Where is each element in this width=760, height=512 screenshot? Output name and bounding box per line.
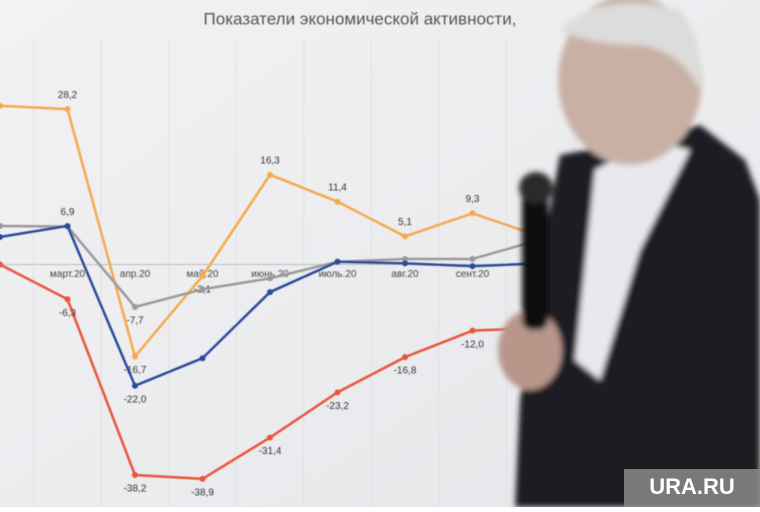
data-label: 9,3	[466, 194, 480, 205]
point	[267, 275, 273, 282]
data-label: -6,3	[59, 308, 77, 319]
point	[0, 233, 3, 240]
shirt	[575, 140, 690, 380]
data-label: -23,2	[326, 401, 349, 412]
x-tick-label: июнь.20	[251, 269, 289, 280]
point	[469, 263, 476, 270]
x-tick-label: авг.20	[391, 269, 419, 280]
data-label: -38,9	[191, 488, 214, 499]
watermark: URA.RU	[649, 474, 735, 499]
point	[402, 256, 408, 263]
point	[334, 258, 341, 265]
data-label: 16,3	[260, 155, 280, 166]
point	[402, 354, 408, 361]
point	[334, 389, 341, 396]
point	[402, 260, 408, 267]
point	[132, 472, 138, 479]
point	[402, 233, 408, 240]
data-label: -7,7	[126, 316, 144, 327]
point	[199, 475, 206, 482]
x-tick-label: апр.20	[120, 269, 151, 280]
point	[199, 355, 206, 362]
point	[199, 286, 206, 293]
hair	[560, 3, 701, 91]
speaker	[498, 0, 760, 507]
data-label: 5,1	[398, 217, 412, 228]
point	[469, 256, 476, 263]
data-label: 11,4	[328, 182, 347, 193]
hand	[498, 310, 562, 390]
data-label: -12,0	[461, 339, 484, 350]
data-label: -22,0	[124, 394, 147, 405]
data-label: 6,9	[61, 207, 75, 218]
suit	[515, 125, 760, 507]
point	[334, 198, 341, 205]
point	[267, 289, 273, 296]
data-label: -16,8	[394, 366, 417, 377]
data-label: 28,2	[58, 90, 78, 101]
chart-title: Показатели экономической активности,	[204, 9, 517, 28]
microphone-head	[519, 172, 553, 204]
point	[267, 434, 273, 441]
x-tick-label: сент.20	[456, 269, 490, 280]
x-tick-label: июль.20	[319, 269, 357, 280]
watermark-box	[624, 469, 760, 507]
point	[469, 327, 476, 334]
point	[199, 273, 206, 280]
point	[267, 171, 273, 178]
data-label: -38,2	[124, 484, 147, 495]
point	[64, 296, 71, 303]
point	[132, 303, 138, 310]
point	[64, 222, 71, 229]
x-tick-label: март.20	[50, 269, 86, 280]
microphone	[522, 190, 548, 330]
point	[132, 353, 138, 360]
point	[0, 222, 3, 229]
point	[132, 382, 138, 389]
data-label: -16,7	[124, 365, 147, 376]
point	[469, 210, 476, 217]
point	[64, 106, 71, 113]
data-label: -31,4	[259, 446, 282, 457]
point	[0, 261, 3, 268]
point	[0, 102, 3, 109]
